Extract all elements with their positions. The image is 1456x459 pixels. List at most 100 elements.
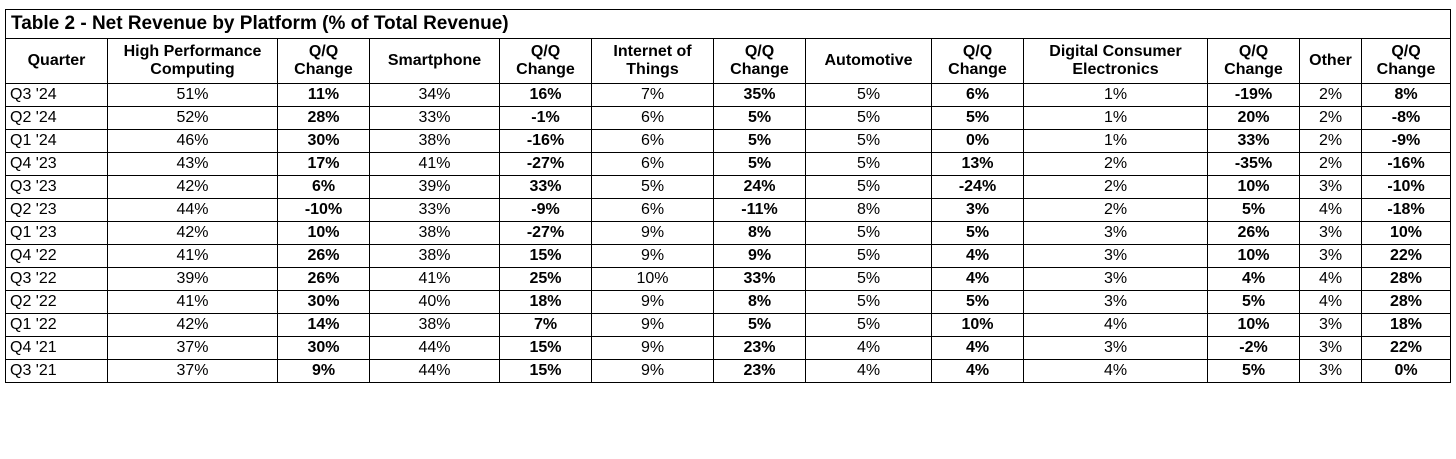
table-cell: 5% [805,152,932,176]
table-cell: 33% [1207,129,1300,153]
table-cell: 20% [1207,106,1300,130]
table-cell: 15% [499,336,592,360]
table-cell: 18% [499,290,592,314]
table-cell: 5% [805,267,932,291]
table-cell: 13% [931,152,1024,176]
quarter-cell: Q2 '24 [5,106,108,130]
table-cell: -35% [1207,152,1300,176]
table-cell: 38% [369,313,500,337]
table-cell: 5% [1207,290,1300,314]
table-cell: 3% [1299,221,1362,245]
table-cell: 5% [805,175,932,199]
table-cell: 30% [277,290,370,314]
table-cell: 8% [713,221,806,245]
table-cell: 4% [1023,359,1208,383]
table-cell: 26% [277,267,370,291]
revenue-table-container: Table 2 - Net Revenue by Platform (% of … [4,9,1452,383]
table-row: Q2 '23 44% -10% 33% -9% 6% -11% 8% 3% 2% 5% 4% -18% [5,198,1452,222]
quarter-cell: Q3 '24 [5,83,108,107]
table-cell: 9% [591,359,714,383]
table-cell: 34% [369,83,500,107]
table-cell: 8% [713,290,806,314]
quarter-cell: Q1 '23 [5,221,108,245]
table-cell: 41% [107,290,278,314]
column-header: Q/Q Change [499,38,592,84]
table-cell: 2% [1299,106,1362,130]
table-cell: 15% [499,244,592,268]
table-cell: 8% [1360,83,1452,107]
table-cell: 26% [277,244,370,268]
table-row: Q3 '22 39% 26% 41% 25% 10% 33% 5% 4% 3% 4% 4% 28% [5,267,1452,291]
table-cell: 9% [591,290,714,314]
table-cell: 43% [107,152,278,176]
table-cell: 9% [277,359,370,383]
table-cell: 2% [1023,152,1208,176]
table-cell: -9% [499,198,592,222]
table-cell: 11% [277,83,370,107]
table-cell: 37% [107,336,278,360]
table-cell: 4% [1299,290,1362,314]
table-cell: 2% [1299,152,1362,176]
table-cell: 26% [1207,221,1300,245]
table-cell: 5% [931,290,1024,314]
column-header: Q/Q Change [277,38,370,84]
table-row: Q4 '22 41% 26% 38% 15% 9% 9% 5% 4% 3% 10% 3% 22% [5,244,1452,268]
table-cell: 28% [1360,290,1452,314]
table-row: Q4 '23 43% 17% 41% -27% 6% 5% 5% 13% 2% -35% 2% -16% [5,152,1452,176]
table-cell: 23% [713,359,806,383]
table-cell: 9% [591,221,714,245]
quarter-cell: Q3 '23 [5,175,108,199]
column-header: Digital Consumer Electronics [1023,38,1208,84]
table-cell: 42% [107,175,278,199]
table-row: Q4 '21 37% 30% 44% 15% 9% 23% 4% 4% 3% -2% 3% 22% [5,336,1452,360]
table-cell: 10% [591,267,714,291]
table-cell: -19% [1207,83,1300,107]
table-cell: -27% [499,221,592,245]
column-header: Q/Q Change [931,38,1024,84]
table-cell: 40% [369,290,500,314]
table-cell: 5% [1207,198,1300,222]
table-cell: 4% [931,359,1024,383]
table-cell: 3% [1299,359,1362,383]
table-row: Q3 '24 51% 11% 34% 16% 7% 35% 5% 6% 1% -19% 2% 8% [5,83,1452,107]
table-cell: 3% [1299,175,1362,199]
table-cell: 6% [591,106,714,130]
table-cell: 42% [107,221,278,245]
table-cell: 1% [1023,106,1208,130]
table-cell: 38% [369,244,500,268]
table-cell: 2% [1023,198,1208,222]
table-cell: 4% [805,336,932,360]
table-cell: 6% [931,83,1024,107]
table-cell: 30% [277,129,370,153]
table-cell: 6% [591,198,714,222]
table-body: Q3 '24 51% 11% 34% 16% 7% 35% 5% 6% 1% -19% 2% 8% Q2 … [5,83,1452,383]
table-cell: 6% [591,129,714,153]
table-cell: 5% [805,83,932,107]
table-cell: 17% [277,152,370,176]
table-cell: -16% [1360,152,1452,176]
table-cell: 3% [1299,244,1362,268]
column-header: Q/Q Change [1207,38,1300,84]
column-header: Quarter [5,38,108,84]
table-cell: 33% [369,198,500,222]
table-cell: 18% [1360,313,1452,337]
table-cell: 4% [1299,267,1362,291]
table-cell: -8% [1360,106,1452,130]
table-cell: 52% [107,106,278,130]
table-cell: 9% [591,336,714,360]
column-header: Internet of Things [591,38,714,84]
quarter-cell: Q1 '22 [5,313,108,337]
table-cell: 3% [1299,313,1362,337]
table-cell: 7% [591,83,714,107]
table-cell: 3% [931,198,1024,222]
table-row: Q1 '22 42% 14% 38% 7% 9% 5% 5% 10% 4% 10% 3% 18% [5,313,1452,337]
table-cell: -10% [277,198,370,222]
quarter-cell: Q3 '21 [5,359,108,383]
table-cell: 3% [1023,267,1208,291]
table-cell: 5% [1207,359,1300,383]
table-row: Q2 '22 41% 30% 40% 18% 9% 8% 5% 5% 3% 5% 4% 28% [5,290,1452,314]
table-cell: 44% [369,336,500,360]
table-cell: 5% [713,152,806,176]
column-header: Automotive [805,38,932,84]
table-cell: 51% [107,83,278,107]
